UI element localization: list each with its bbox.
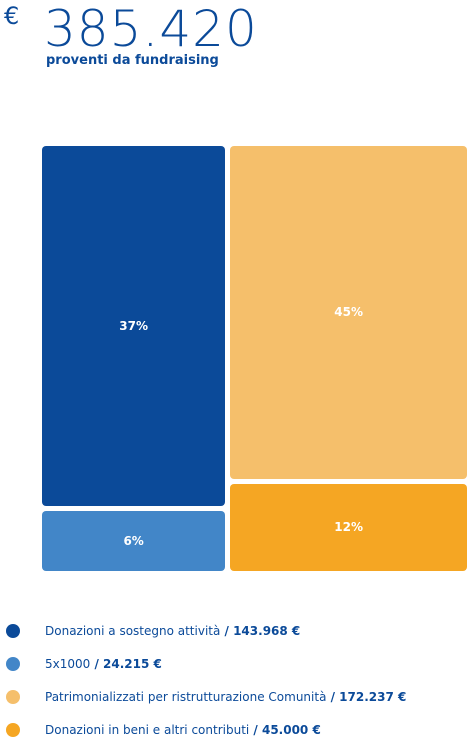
tile-donazioni-attivita: 37% <box>42 146 226 506</box>
legend-marker <box>6 624 20 638</box>
legend-series-name: Donazioni a sostegno attività <box>45 624 221 638</box>
legend-item: Donazioni a sostegno attività / 143.968 … <box>0 620 467 642</box>
legend-item: Donazioni in beni e altri contributi / 4… <box>0 719 467 741</box>
legend-series-name: Donazioni in beni e altri contributi <box>45 723 250 737</box>
legend-label: Patrimonializzati per ristrutturazione C… <box>45 689 406 705</box>
legend-series-value: / 143.968 € <box>220 624 301 638</box>
legend-label: Donazioni a sostegno attività / 143.968 … <box>45 623 300 639</box>
legend-series-value: / 45.000 € <box>249 723 321 737</box>
tile-percent-label: 12% <box>334 520 363 535</box>
total-amount: 385.420 <box>44 0 258 58</box>
legend-item: 5x1000 / 24.215 € <box>0 653 467 675</box>
legend-label: Donazioni in beni e altri contributi / 4… <box>45 722 321 738</box>
tile-percent-label: 6% <box>123 533 144 548</box>
tile-percent-label: 37% <box>119 318 148 333</box>
legend-item: Patrimonializzati per ristrutturazione C… <box>0 686 467 708</box>
legend-marker <box>6 657 20 671</box>
legend-marker <box>6 723 20 737</box>
tile-5x1000: 6% <box>42 510 226 571</box>
legend-series-name: 5x1000 <box>45 657 91 671</box>
tile-percent-label: 45% <box>334 305 363 320</box>
legend-marker <box>6 690 20 704</box>
tile-patrimonializzati: 45% <box>230 146 467 479</box>
currency-symbol: € <box>4 2 20 30</box>
legend-series-value: / 24.215 € <box>90 657 162 671</box>
legend-series-name: Patrimonializzati per ristrutturazione C… <box>45 690 327 704</box>
header: € 385.420 proventi da fundraising <box>0 0 467 80</box>
legend-series-value: / 172.237 € <box>326 690 407 704</box>
subtitle: proventi da fundraising <box>46 53 219 68</box>
legend-label: 5x1000 / 24.215 € <box>45 656 162 672</box>
tile-donazioni-beni: 12% <box>230 483 467 571</box>
